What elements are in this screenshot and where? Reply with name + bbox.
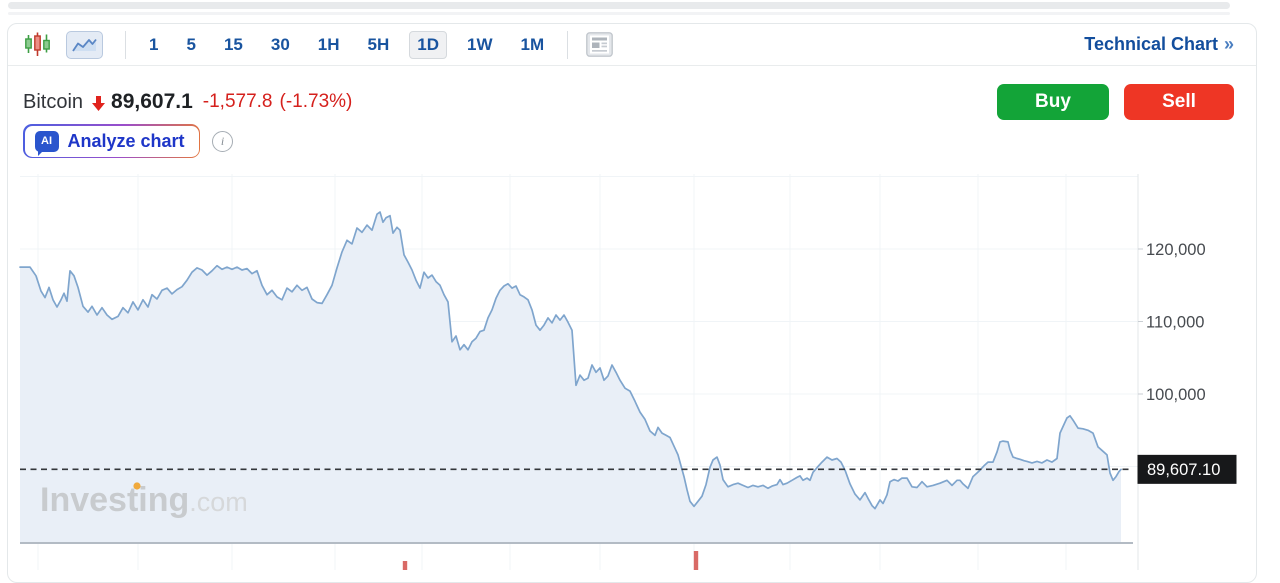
price-down-arrow-icon (92, 96, 106, 111)
technical-chart-link[interactable]: Technical Chart » (1084, 34, 1242, 55)
analyze-chart-button[interactable]: AI Analyze chart (23, 124, 201, 158)
buy-button[interactable]: Buy (997, 84, 1109, 120)
news-panel-button[interactable] (583, 31, 615, 59)
ai-badge-icon: AI (34, 130, 59, 156)
analyze-chart-label: Analyze chart (67, 130, 185, 151)
technical-chart-label: Technical Chart (1084, 34, 1218, 54)
interval-5[interactable]: 5 (178, 31, 203, 59)
interval-30[interactable]: 30 (263, 31, 298, 59)
chevron-right-icon: » (1223, 34, 1234, 54)
skeleton-strip (8, 12, 1230, 15)
skeleton-strip (8, 2, 1230, 9)
interval-selector: 1 5 15 30 1H 5H 1D 1W 1M (135, 30, 558, 59)
ai-tools-row: AI Analyze chart i (23, 123, 234, 159)
price-change: -1,577.8 (202, 91, 273, 112)
toolbar-divider (567, 30, 569, 59)
area-chart-icon (72, 38, 97, 52)
sell-button[interactable]: Sell (1124, 84, 1234, 120)
area-chart-button[interactable] (66, 30, 103, 59)
toolbar-divider (125, 30, 126, 59)
price-change-percent: (-1.73%) (279, 91, 353, 112)
interval-1D[interactable]: 1D (409, 30, 447, 59)
symbol-name: Bitcoin (23, 90, 84, 113)
interval-1M[interactable]: 1M (512, 31, 552, 59)
candlestick-icon (24, 32, 50, 56)
candlestick-chart-button[interactable] (22, 31, 52, 59)
interval-15[interactable]: 15 (216, 31, 251, 59)
interval-5H[interactable]: 5H (360, 31, 398, 59)
info-icon[interactable]: i (212, 130, 234, 152)
chart-widget-card: 1 5 15 30 1H 5H 1D 1W 1M Technical Chart » Bitco… (7, 23, 1257, 583)
last-price: 89,607.1 (111, 90, 193, 113)
news-panel-icon (585, 32, 613, 57)
chart-toolbar: 1 5 15 30 1H 5H 1D 1W 1M Technical Chart » (8, 24, 1256, 66)
interval-1[interactable]: 1 (141, 31, 166, 59)
price-header: Bitcoin 89,607.1 -1,577.8 (-1.73%) Buy S… (8, 80, 1256, 124)
interval-1H[interactable]: 1H (310, 31, 348, 59)
interval-1W[interactable]: 1W (459, 31, 501, 59)
